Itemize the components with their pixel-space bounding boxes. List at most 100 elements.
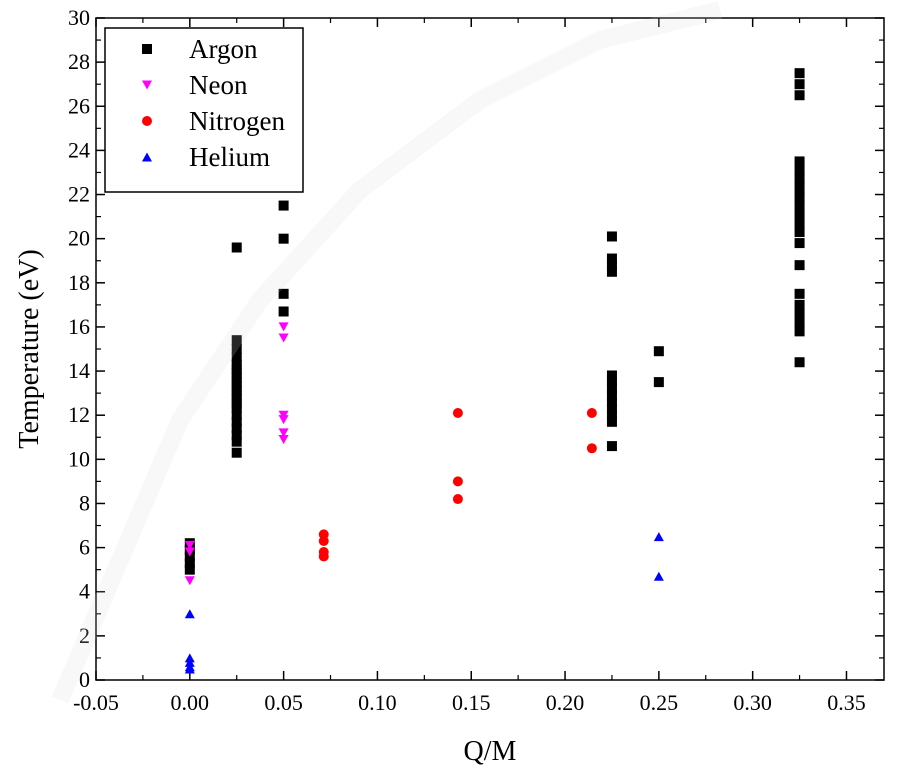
data-point-helium (653, 571, 664, 581)
y-tick-label: 12 (68, 402, 90, 427)
data-point-nitrogen (586, 443, 597, 454)
y-axis-label: Temperature (eV) (14, 249, 45, 448)
legend-marker-helium (142, 152, 152, 162)
data-point-argon (278, 200, 289, 211)
data-point-argon (606, 377, 617, 388)
y-tick-label: 8 (79, 490, 90, 515)
data-point-nitrogen (318, 535, 329, 546)
x-tick-label: -0.05 (73, 690, 119, 715)
data-point-argon (231, 352, 242, 363)
y-tick-label: 0 (79, 667, 90, 692)
data-point-nitrogen (452, 407, 463, 418)
data-point-neon (184, 547, 195, 557)
legend-marker-nitrogen (142, 116, 152, 126)
data-point-argon (794, 288, 805, 299)
data-point-argon (794, 174, 805, 185)
y-tick-label: 10 (68, 446, 90, 471)
y-tick-label: 22 (68, 182, 90, 207)
data-point-argon (231, 335, 242, 346)
data-point-nitrogen (452, 476, 463, 487)
data-point-argon (606, 370, 617, 381)
data-point-argon (794, 317, 805, 328)
y-tick-label: 18 (68, 270, 90, 295)
data-point-argon (231, 410, 242, 421)
x-tick-label: 0.10 (358, 690, 397, 715)
data-point-argon (794, 68, 805, 79)
y-tick-label: 28 (68, 49, 90, 74)
data-point-argon (606, 416, 617, 427)
data-point-argon (794, 299, 805, 310)
data-point-neon (278, 333, 289, 343)
data-point-argon (606, 390, 617, 401)
y-tick-label: 30 (68, 5, 90, 30)
data-point-argon (231, 423, 242, 434)
data-point-argon (606, 441, 617, 452)
data-point-argon (606, 403, 617, 414)
y-tick-label: 4 (79, 579, 90, 604)
data-point-argon (794, 357, 805, 368)
data-point-argon (231, 430, 242, 441)
legend-marker-argon (142, 44, 152, 54)
data-point-argon (794, 218, 805, 229)
data-point-helium (653, 532, 664, 542)
tick-labels: -0.05 0.00 0.05 0.10 0.15 0.20 0.25 0.30 0.35 0 24… (68, 5, 866, 715)
data-point-argon (184, 564, 195, 575)
data-point-argon (606, 253, 617, 264)
data-point-argon (606, 396, 617, 407)
data-point-argon (231, 242, 242, 253)
legend-label-argon: Argon (189, 34, 258, 64)
x-tick-label: 0.25 (640, 690, 679, 715)
data-point-argon (231, 344, 242, 354)
data-point-neon (278, 434, 289, 444)
data-point-neon (184, 576, 195, 586)
data-point-helium (184, 664, 195, 674)
legend-label-helium: Helium (189, 142, 270, 172)
legend-marker-neon (142, 80, 152, 90)
y-tick-label: 14 (68, 358, 90, 383)
legend-box (104, 27, 304, 193)
legend: Argon Neon Nitrogen Helium (104, 27, 304, 193)
data-point-argon (794, 308, 805, 319)
series-nitrogen (318, 407, 597, 562)
data-point-argon (794, 182, 805, 193)
data-point-nitrogen (318, 551, 329, 562)
data-point-argon (231, 447, 242, 458)
data-point-helium (184, 609, 195, 619)
y-tick-label: 16 (68, 314, 90, 339)
data-point-argon (606, 231, 617, 242)
data-point-argon (653, 346, 664, 357)
y-tick-label: 6 (79, 535, 90, 560)
x-tick-label: 0.05 (264, 690, 303, 715)
x-tick-label: 0.30 (733, 690, 772, 715)
data-points (184, 68, 805, 674)
x-tick-label: 0.20 (546, 690, 585, 715)
y-tick-label: 20 (68, 226, 90, 251)
legend-label-neon: Neon (189, 70, 248, 100)
data-point-neon (184, 540, 195, 550)
data-point-argon (231, 436, 242, 447)
data-point-argon (278, 288, 289, 299)
data-point-argon (606, 266, 617, 277)
x-axis-label: Q/M (464, 736, 517, 767)
data-point-argon (653, 377, 664, 388)
series-helium (184, 532, 664, 674)
data-point-argon (794, 209, 805, 220)
data-point-argon (794, 227, 805, 238)
data-point-nitrogen (452, 494, 463, 505)
data-point-argon (231, 416, 242, 427)
data-point-argon (278, 233, 289, 244)
data-point-argon (794, 191, 805, 202)
plot-frame (95, 17, 885, 681)
data-point-argon (794, 79, 805, 90)
data-point-neon (278, 428, 289, 438)
x-tick-label: 0.35 (827, 690, 866, 715)
data-point-argon (794, 200, 805, 211)
data-point-argon (606, 260, 617, 271)
x-tick-label: 0.15 (452, 690, 491, 715)
x-tick-label: 0.00 (171, 690, 210, 715)
data-point-argon (794, 238, 805, 249)
y-tick-label: 24 (68, 137, 90, 162)
legend-label-nitrogen: Nitrogen (189, 106, 285, 136)
data-point-argon (794, 326, 805, 337)
